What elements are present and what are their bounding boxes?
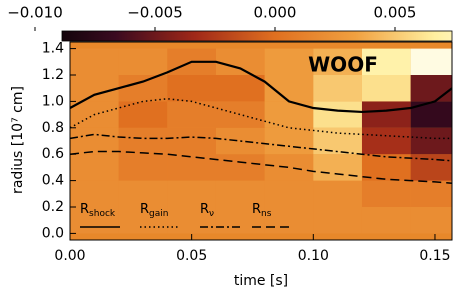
heat-cell [215,75,265,102]
legend-symbol: R [200,202,209,217]
radius-lines [70,60,452,184]
heat-cell [118,154,168,181]
heat-cell [118,127,168,155]
heat-cell [410,127,452,155]
y-tick-label: 0.8 [42,120,64,136]
y-tick-label: 1.4 [42,41,64,57]
heat-cell [167,207,216,234]
legend-label: Rgain [140,202,168,219]
heat-cell [361,75,411,102]
heat-cell [361,127,411,155]
legend-name: gain [149,209,168,219]
y-tick-label: 0.0 [42,225,64,241]
heat-cell [264,154,314,181]
y-tick-label: 1.0 [42,93,64,109]
heat-cell [118,180,168,207]
colorbar-tick-label: 0.000 [254,4,297,22]
heat-cell [70,127,119,155]
radius-line [70,133,452,162]
heat-cell [264,180,314,207]
heat-cell [313,154,362,181]
heat-cell [410,48,452,75]
x-axis-label: time [s] [234,273,288,289]
heat-cell [167,127,216,155]
radius-line [70,150,452,184]
heat-cell [215,207,265,234]
heat-cell [167,154,216,181]
heat-cell [70,75,119,102]
heat-cell [361,48,411,75]
y-axis-label: radius [10⁷ cm] [10,86,26,194]
legend-name: ns [261,209,272,219]
heat-cell [167,75,216,102]
colorbar [61,30,453,42]
heat-cell [215,101,265,128]
heat-cell [167,180,216,207]
heat-cell [70,180,119,207]
heat-cell [361,207,411,234]
heat-cell [361,101,411,128]
heat-cell [70,154,119,181]
heat-cell [118,207,168,234]
x-tick-label: 0.05 [176,248,207,264]
heat-cell [215,48,265,75]
heat-cell [313,48,362,75]
heat-cell [264,127,314,155]
heat-cell [361,180,411,207]
legend-symbol: R [252,202,261,217]
heat-cell [70,48,119,75]
y-tick-label: 1.2 [42,67,64,83]
y-tick-label: 0.6 [42,146,64,162]
heat-cell [118,101,168,128]
heat-cell [410,180,452,207]
x-tick-label: 0.00 [54,248,85,264]
heat-cell [215,154,265,181]
legend-label: Rshock [80,202,116,219]
radius-line [70,60,452,114]
legend-name: ν [209,209,214,219]
legend-label: Rns [252,202,272,219]
heat-cell [118,75,168,102]
heat-cell [118,48,168,75]
heat-cell [264,207,314,234]
plot-frame [69,41,453,241]
heat-cell [313,180,362,207]
heat-cell [313,75,362,102]
colorbar-tick-label: −0.005 [127,4,183,22]
y-tick-label: 0.4 [42,173,64,189]
heat-cell [410,75,452,102]
annotation: WOOF [308,53,378,77]
y-tick-label: 0.2 [42,199,64,215]
heat-cell [361,154,411,181]
x-tick-label: 0.15 [419,248,450,264]
heat-cell [410,207,452,234]
heat-cell [70,207,119,234]
heat-cell [167,101,216,128]
heatmap [70,48,452,234]
heat-cell [313,101,362,128]
legend-symbol: R [140,202,149,217]
heat-cell [410,154,452,181]
legend-symbol: R [80,202,89,217]
colorbar-tick-label: 0.005 [374,4,417,22]
heat-cell [313,207,362,234]
heat-cell [215,180,265,207]
colorbar-tick-label: −0.010 [7,4,63,22]
radius-line [70,98,452,140]
x-tick-label: 0.10 [298,248,329,264]
legend-name: shock [89,209,116,219]
heat-cell [264,48,314,75]
legend-label: Rν [200,202,214,219]
